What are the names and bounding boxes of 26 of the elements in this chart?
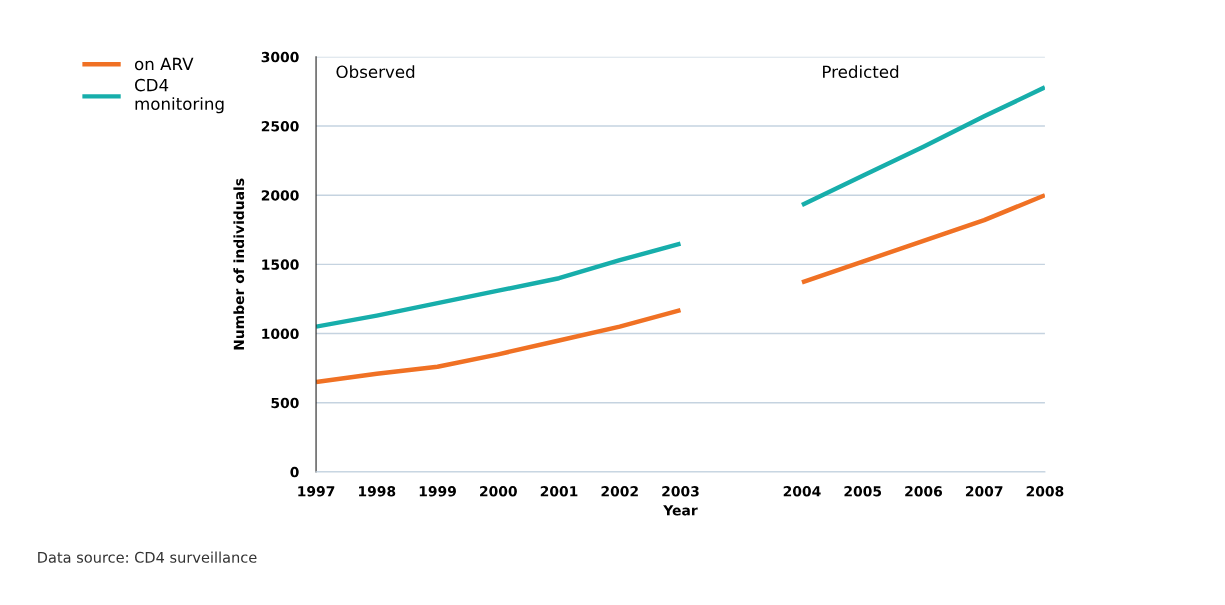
x-tick-label: 2001	[540, 486, 578, 497]
y-tick-label: 2500	[261, 121, 299, 132]
x-tick-label: 2008	[1026, 486, 1064, 497]
x-tick-label: 2000	[480, 486, 517, 497]
y-tick-label: 500	[271, 397, 299, 409]
x-tick-label: 2004	[783, 486, 821, 497]
x-tick-label: 2006	[905, 486, 943, 497]
y-axis-title: Number of individuals	[233, 178, 245, 350]
x-tick-label: 2002	[601, 486, 638, 497]
x-tick-label: 2005	[844, 486, 882, 497]
x-tick-label: 2007	[965, 486, 1003, 497]
y-tick-label: 3000	[261, 51, 299, 63]
source-note: Data source: CD4 surveillance	[38, 551, 257, 563]
annotation: Predicted	[823, 65, 899, 79]
x-tick-label: 1999	[419, 486, 456, 497]
y-tick-label: 1500	[262, 259, 299, 270]
y-tick-label: 1000	[262, 328, 299, 340]
y-tick-label: 0	[290, 466, 299, 478]
annotation: Observed	[336, 65, 415, 79]
y-tick-label: 2000	[261, 190, 299, 201]
legend-label: CD4 monitoring	[134, 78, 224, 114]
x-tick-label: 1998	[359, 486, 396, 497]
x-tick-label: 1997	[298, 486, 335, 497]
x-tick-label: 2003	[662, 486, 699, 497]
legend-label: on ARV	[134, 57, 194, 71]
x-axis-title: Year	[663, 505, 698, 516]
